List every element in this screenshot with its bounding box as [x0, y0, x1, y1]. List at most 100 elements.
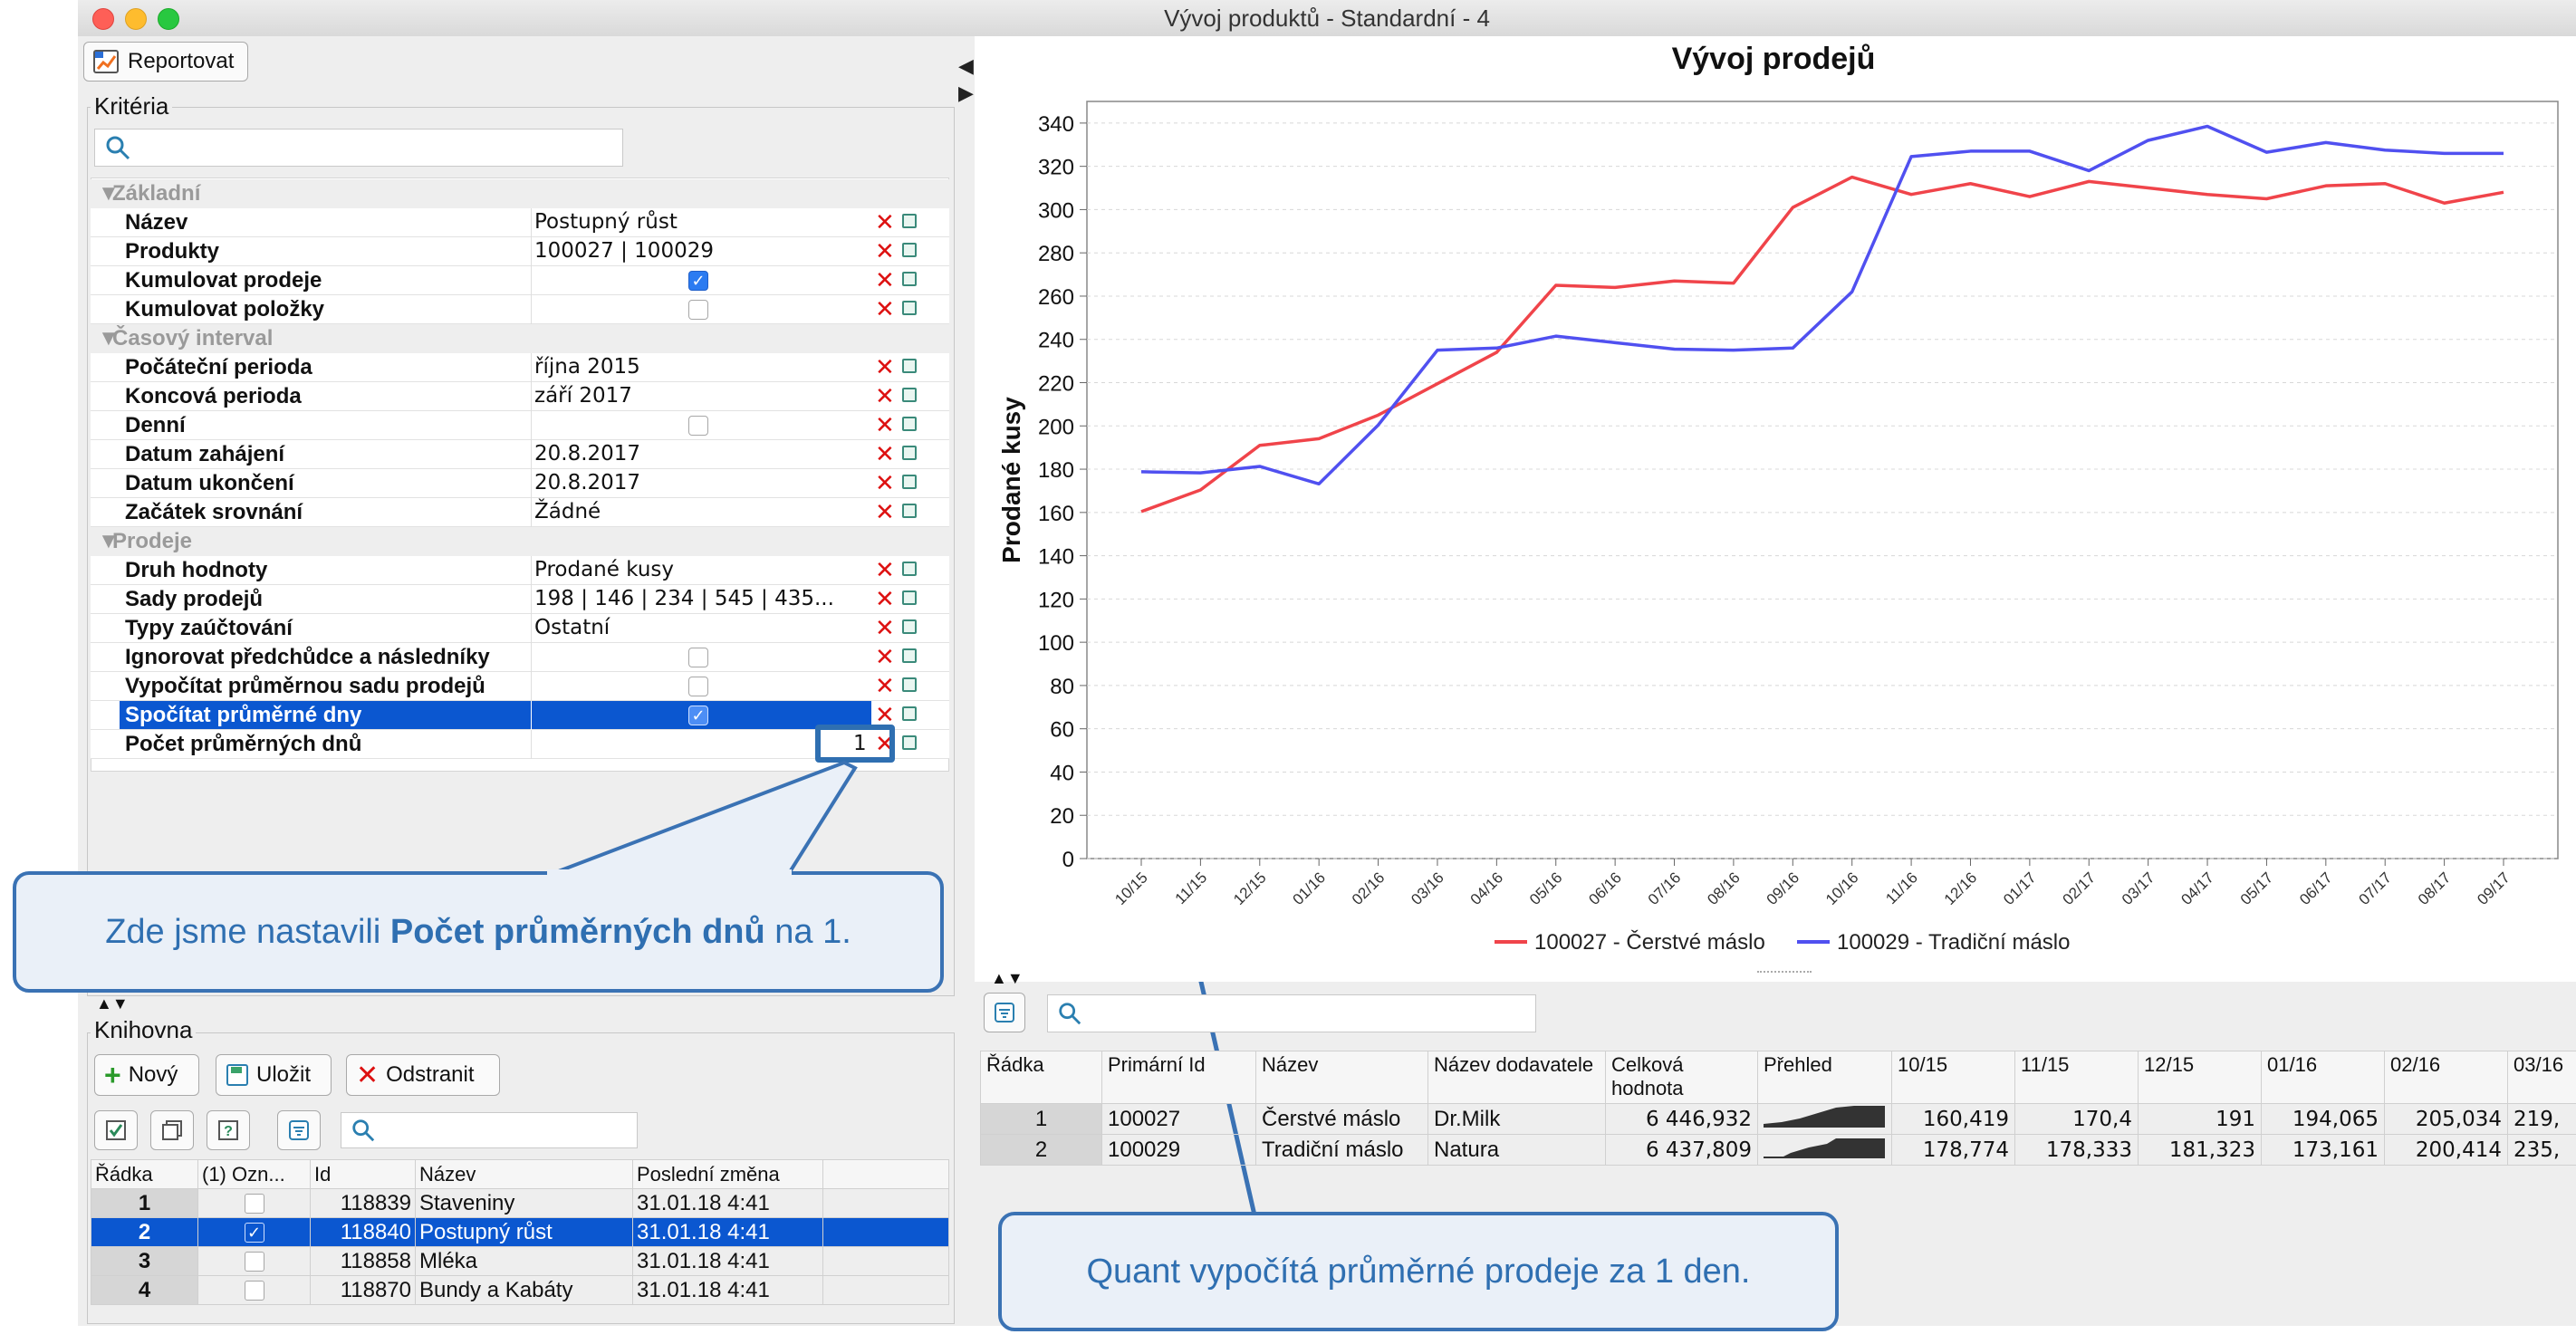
- table-row[interactable]: 4 118870 Bundy a Kabáty 31.01.18 4:41: [91, 1275, 949, 1305]
- edit-icon[interactable]: [902, 475, 917, 489]
- edit-icon[interactable]: [902, 504, 917, 518]
- table-row[interactable]: 1 118839 Staveniny 31.01.18 4:41: [91, 1188, 949, 1218]
- criterion-kumulovat-prodeje[interactable]: Kumulovat prodeje ✓ ✕: [91, 266, 949, 295]
- criterion-datum-ukonceni[interactable]: Datum ukončení 20.8.2017 ✕: [91, 469, 949, 498]
- category-period[interactable]: ▼ Časový interval: [91, 324, 949, 353]
- column-header[interactable]: 10/15: [1891, 1051, 2015, 1104]
- edit-icon[interactable]: [902, 677, 917, 692]
- criterion-denni[interactable]: Denní ✕: [91, 411, 949, 440]
- spocitat-checkbox[interactable]: ✓: [688, 706, 708, 725]
- criterion-zacatek-srovnani[interactable]: Začátek srovnání Žádné ✕: [91, 498, 949, 527]
- ignorovat-checkbox[interactable]: [688, 648, 708, 667]
- remove-icon[interactable]: ✕: [875, 237, 895, 264]
- criterion-datum-zahajeni[interactable]: Datum zahájení 20.8.2017 ✕: [91, 440, 949, 469]
- expand-arrow-icon[interactable]: ▶: [958, 82, 974, 104]
- column-header[interactable]: Celková hodnota: [1605, 1051, 1758, 1104]
- criterion-koncova-perioda[interactable]: Koncová perioda září 2017 ✕: [91, 382, 949, 411]
- vypocitat-checkbox[interactable]: [688, 677, 708, 696]
- edit-icon[interactable]: [902, 388, 917, 402]
- remove-icon[interactable]: ✕: [875, 643, 895, 670]
- filter-button[interactable]: [984, 993, 1025, 1032]
- remove-icon[interactable]: ✕: [875, 614, 895, 641]
- criterion-spocitat[interactable]: Spočítat průměrné dny ✓ ✕: [91, 701, 949, 730]
- splitter-arrows-icon[interactable]: ▲▼: [991, 969, 1024, 987]
- remove-icon[interactable]: ✕: [875, 382, 895, 409]
- remove-icon[interactable]: ✕: [875, 295, 895, 322]
- criterion-produkty-value[interactable]: 100027 | 100029: [534, 239, 714, 263]
- minimize-window-button[interactable]: [125, 8, 147, 30]
- edit-icon[interactable]: [902, 272, 917, 286]
- criterion-druh-hodnoty[interactable]: Druh hodnoty Prodané kusy ✕: [91, 556, 949, 585]
- table-row[interactable]: 3 118858 Mléka 31.01.18 4:41: [91, 1246, 949, 1276]
- criterion-ignorovat[interactable]: Ignorovat předchůdce a následníky ✕: [91, 643, 949, 672]
- edit-icon[interactable]: [902, 243, 917, 257]
- uncheck-all-button[interactable]: [150, 1110, 194, 1150]
- remove-icon[interactable]: ✕: [875, 411, 895, 438]
- data-search-input[interactable]: [1047, 994, 1536, 1032]
- column-header[interactable]: (1) Ozn...: [197, 1159, 311, 1189]
- criterion-typy-zauctovani[interactable]: Typy zaúčtování Ostatní ✕: [91, 614, 949, 643]
- column-header[interactable]: Poslední změna: [632, 1159, 823, 1189]
- column-header[interactable]: Id: [310, 1159, 416, 1189]
- criterion-nazev[interactable]: Název Postupný růst ✕: [91, 208, 949, 237]
- remove-icon[interactable]: ✕: [875, 556, 895, 583]
- column-header[interactable]: Řádka: [980, 1051, 1102, 1104]
- edit-icon[interactable]: [902, 301, 917, 315]
- close-window-button[interactable]: [92, 8, 114, 30]
- edit-icon[interactable]: [902, 562, 917, 576]
- library-search-input[interactable]: [341, 1112, 638, 1148]
- column-header[interactable]: 12/15: [2138, 1051, 2262, 1104]
- criterion-kumulovat-polozky[interactable]: Kumulovat položky ✕: [91, 295, 949, 324]
- criteria-search-input[interactable]: [94, 129, 623, 167]
- edit-icon[interactable]: [902, 214, 917, 228]
- zoom-window-button[interactable]: [158, 8, 179, 30]
- kumulovat-prodeje-checkbox[interactable]: ✓: [688, 271, 708, 291]
- edit-icon[interactable]: [902, 417, 917, 431]
- criterion-pocatecni-perioda[interactable]: Počáteční perioda října 2015 ✕: [91, 353, 949, 382]
- report-button[interactable]: Reportovat: [83, 42, 248, 82]
- remove-icon[interactable]: ✕: [875, 701, 895, 728]
- table-row-selected[interactable]: 2 ✓ 118840 Postupný růst 31.01.18 4:41: [91, 1217, 949, 1247]
- table-row[interactable]: 1 100027 Čerstvé máslo Dr.Milk 6 446,932…: [980, 1103, 2576, 1135]
- edit-icon[interactable]: [902, 359, 917, 373]
- remove-icon[interactable]: ✕: [875, 208, 895, 235]
- category-basic[interactable]: ▼ Základní: [91, 179, 949, 208]
- remove-icon[interactable]: ✕: [875, 498, 895, 525]
- column-header[interactable]: Název dodavatele: [1427, 1051, 1606, 1104]
- criterion-sady-prodeju[interactable]: Sady prodejů 198 | 146 | 234 | 545 | 435.…: [91, 585, 949, 614]
- remove-icon[interactable]: ✕: [875, 440, 895, 467]
- column-header[interactable]: Název: [1255, 1051, 1428, 1104]
- remove-icon[interactable]: ✕: [875, 266, 895, 293]
- remove-icon[interactable]: ✕: [875, 672, 895, 699]
- remove-icon[interactable]: ✕: [875, 353, 895, 380]
- criterion-nazev-value[interactable]: Postupný růst: [534, 210, 678, 234]
- splitter-arrows-icon[interactable]: ▲▼: [96, 994, 129, 1013]
- remove-icon[interactable]: ✕: [875, 469, 895, 496]
- edit-icon[interactable]: [902, 648, 917, 663]
- column-header[interactable]: 03/16: [2507, 1051, 2576, 1104]
- criterion-pocet-prumernych-dnu[interactable]: Počet průměrných dnů 1 ✕: [91, 730, 949, 759]
- criterion-produkty[interactable]: Produkty 100027 | 100029 ✕: [91, 237, 949, 266]
- table-row[interactable]: 2 100029 Tradiční máslo Natura 6 437,809…: [980, 1134, 2576, 1166]
- column-header[interactable]: 11/15: [2014, 1051, 2139, 1104]
- remove-icon[interactable]: ✕: [875, 585, 895, 612]
- category-sales[interactable]: ▼ Prodeje: [91, 527, 949, 556]
- column-header[interactable]: Primární Id: [1101, 1051, 1256, 1104]
- new-button[interactable]: + Nový: [94, 1054, 199, 1096]
- edit-icon[interactable]: [902, 735, 917, 750]
- invert-selection-button[interactable]: ?: [207, 1110, 250, 1150]
- edit-icon[interactable]: [902, 446, 917, 460]
- column-header[interactable]: 01/16: [2261, 1051, 2385, 1104]
- criterion-vypocitat[interactable]: Vypočítat průměrnou sadu prodejů ✕: [91, 672, 949, 701]
- collapse-arrow-icon[interactable]: ◀: [958, 54, 974, 77]
- denni-checkbox[interactable]: [688, 416, 708, 436]
- edit-icon[interactable]: [902, 590, 917, 605]
- column-header[interactable]: 02/16: [2384, 1051, 2508, 1104]
- check-all-button[interactable]: [94, 1110, 138, 1150]
- delete-button[interactable]: ✕ Odstranit: [346, 1054, 500, 1096]
- kumulovat-polozky-checkbox[interactable]: [688, 300, 708, 320]
- pocet-dnu-value[interactable]: 1: [853, 732, 867, 755]
- column-header[interactable]: Přehled: [1757, 1051, 1892, 1104]
- filter-button[interactable]: [277, 1110, 321, 1150]
- edit-icon[interactable]: [902, 706, 917, 721]
